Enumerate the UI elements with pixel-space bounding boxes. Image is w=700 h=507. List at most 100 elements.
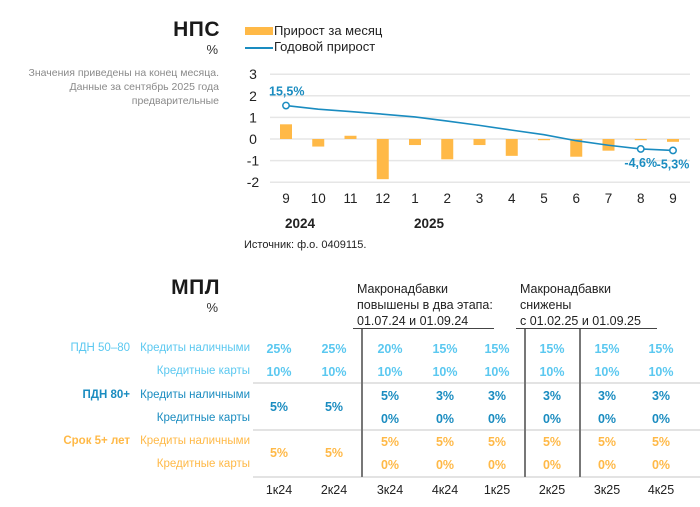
quarter-label: 4к24 xyxy=(431,483,459,497)
row-label: Кредиты наличными xyxy=(140,389,250,401)
table-cell: 25% xyxy=(266,342,292,356)
x-tick-label: 9 xyxy=(282,191,290,206)
table-cell: 3% xyxy=(435,389,455,403)
nps-note-line: предварительные xyxy=(131,95,219,107)
table-cell-merged: 5% xyxy=(269,400,289,414)
line-data-label: 15,5% xyxy=(269,85,304,99)
table-cell: 0% xyxy=(597,412,617,426)
mpl-unit: % xyxy=(206,300,218,315)
table-cell: 10% xyxy=(539,365,565,379)
quarter-label: 3к24 xyxy=(376,483,404,497)
y-tick-label: 3 xyxy=(249,66,257,82)
header-lowered-line: с 01.02.25 и 01.09.25 xyxy=(520,314,641,328)
y-tick-label: 0 xyxy=(249,131,257,147)
table-cell: 10% xyxy=(484,365,510,379)
table-cell: 0% xyxy=(542,458,562,472)
table-cell: 3% xyxy=(487,389,507,403)
x-tick-label: 7 xyxy=(605,191,613,206)
table-cell: 3% xyxy=(651,389,671,403)
table-cell: 10% xyxy=(648,365,674,379)
row-label: Кредитные карты xyxy=(156,412,250,424)
table-cell: 0% xyxy=(435,412,455,426)
table-cell: 15% xyxy=(648,342,674,356)
line-data-label: -4,6% xyxy=(624,156,657,170)
header-raised-line: повышены в два этапа: xyxy=(357,298,493,312)
y-tick-label: 2 xyxy=(249,88,257,104)
nps-note-line: Данные за сентябрь 2025 года xyxy=(69,81,220,93)
nps-source: Источник: ф.о. 0409115. xyxy=(244,239,367,251)
quarter-label: 3к25 xyxy=(593,483,621,497)
x-tick-label: 6 xyxy=(572,191,580,206)
header-raised: Макронадбавки повышены в два этапа: 01.0… xyxy=(357,281,493,329)
bar xyxy=(409,139,421,146)
table-cell: 10% xyxy=(266,365,292,379)
row-divider xyxy=(253,429,700,431)
column-divider xyxy=(579,329,581,477)
x-tick-label: 4 xyxy=(508,191,516,206)
y-tick-label: 1 xyxy=(249,109,257,125)
quarter-label: 1к24 xyxy=(265,483,293,497)
nps-note: Значения приведены на конец месяца. Данн… xyxy=(29,66,219,108)
bar xyxy=(441,139,454,160)
quarter-label: 4к25 xyxy=(647,483,675,497)
bar xyxy=(312,139,325,147)
x-tick-label: 3 xyxy=(476,191,484,206)
line-point-marker xyxy=(636,144,645,153)
group-label-pdn-80: ПДН 80+ xyxy=(82,389,130,401)
table-cell: 10% xyxy=(432,365,458,379)
quarter-label: 2к25 xyxy=(538,483,566,497)
bar xyxy=(667,139,679,142)
table-cell: 5% xyxy=(542,435,562,449)
x-tick-label: 10 xyxy=(311,191,326,206)
table-cell: 5% xyxy=(380,435,400,449)
table-cell: 3% xyxy=(597,389,617,403)
table-cell: 10% xyxy=(377,365,403,379)
header-raised-line: Макронадбавки xyxy=(357,282,448,296)
quarter-label: 1к25 xyxy=(483,483,511,497)
quarter-label: 2к24 xyxy=(320,483,348,497)
x-tick-label: 9 xyxy=(669,191,677,206)
header-raised-underline xyxy=(353,328,494,329)
bar xyxy=(280,124,292,139)
header-raised-line: 01.07.24 и 01.09.24 xyxy=(357,314,469,328)
line-point-marker xyxy=(282,101,290,110)
table-cell-merged: 5% xyxy=(324,400,344,414)
table-cell: 0% xyxy=(542,412,562,426)
table-cell: 15% xyxy=(432,342,458,356)
nps-note-line: Значения приведены на конец месяца. xyxy=(28,67,219,79)
column-divider xyxy=(524,329,526,477)
table-cell: 5% xyxy=(651,435,671,449)
row-label: Кредиты наличными xyxy=(140,342,250,354)
mpl-title: МПЛ xyxy=(171,276,220,299)
legend-bar-swatch xyxy=(245,27,273,35)
x-tick-label: 2 xyxy=(443,191,451,206)
table-cell: 10% xyxy=(594,365,620,379)
row-label: Кредитные карты xyxy=(156,458,250,470)
legend-bar-label: Прирост за месяц xyxy=(274,23,383,38)
table-cell: 3% xyxy=(542,389,562,403)
x-tick-label: 12 xyxy=(375,191,390,206)
x-tick-label: 5 xyxy=(540,191,548,206)
x-tick-label: 8 xyxy=(637,191,645,206)
group-label-term-5: Срок 5+ лет xyxy=(63,435,130,447)
line-data-label: -5,3% xyxy=(657,157,690,171)
annual-growth-line xyxy=(285,104,674,152)
table-cell: 0% xyxy=(380,458,400,472)
table-cell: 10% xyxy=(321,365,347,379)
header-lowered: Макронадбавки снижены с 01.02.25 и 01.09… xyxy=(520,281,641,329)
header-lowered-line: снижены xyxy=(520,298,572,312)
bar xyxy=(376,139,389,180)
table-cell: 0% xyxy=(435,458,455,472)
x-tick-label: 11 xyxy=(343,191,357,206)
nps-unit: % xyxy=(206,42,218,57)
line-point-marker xyxy=(669,146,677,155)
year-label: 2025 xyxy=(414,216,445,231)
table-cell: 0% xyxy=(651,412,671,426)
row-divider xyxy=(253,382,700,384)
table-cell: 5% xyxy=(380,389,400,403)
table-cell: 0% xyxy=(487,412,507,426)
bar xyxy=(473,139,486,146)
table-cell: 0% xyxy=(597,458,617,472)
table-cell-merged: 5% xyxy=(324,446,344,460)
